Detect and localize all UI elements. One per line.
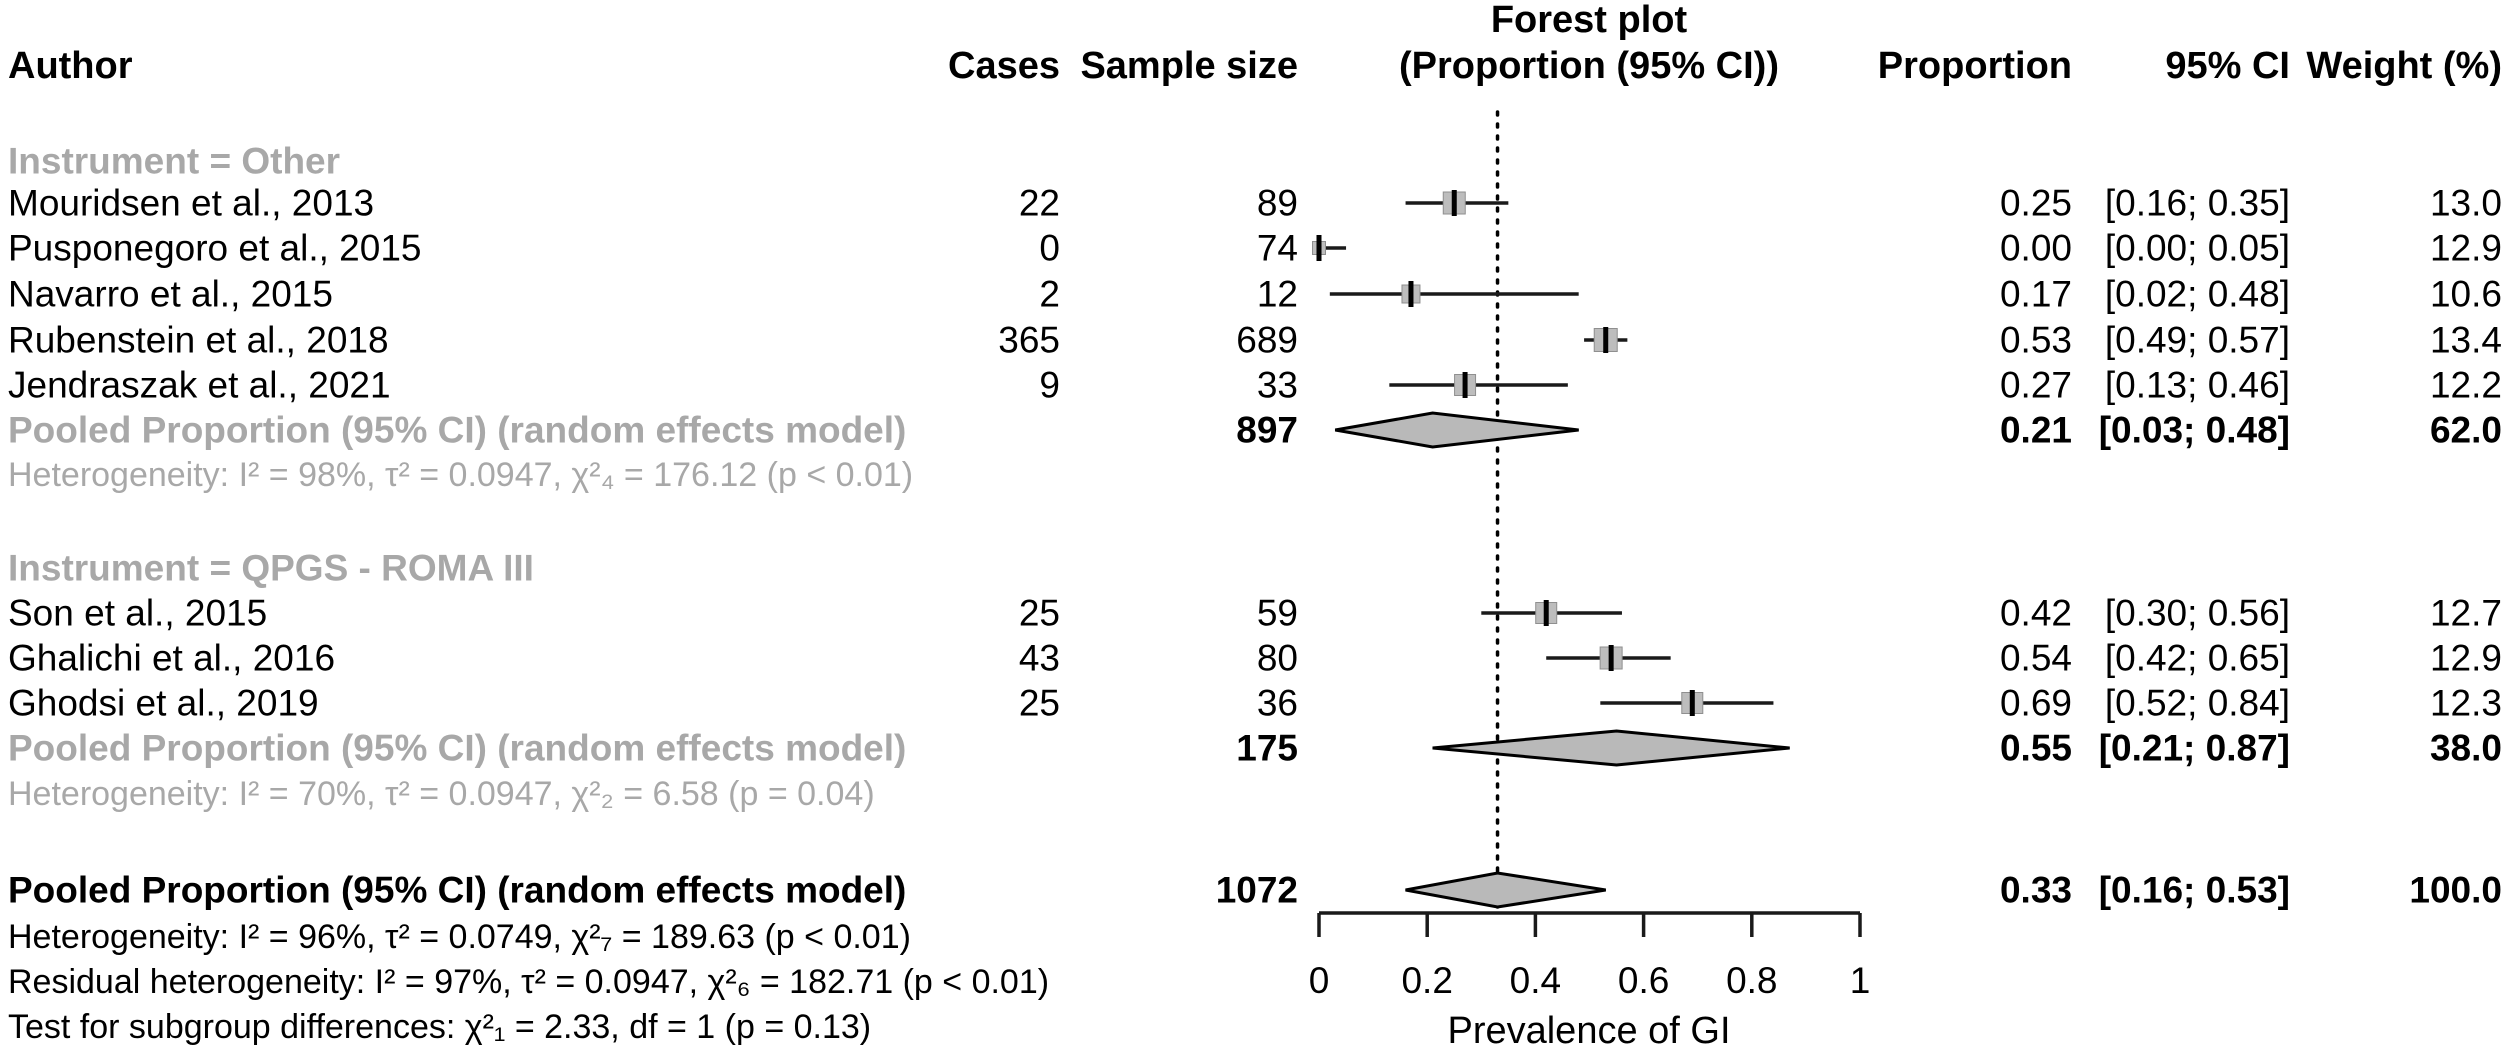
cases-value: 2: [1039, 273, 1060, 315]
study-marker-tick: [1608, 645, 1614, 671]
subgroup-pooled-diamond: [1432, 729, 1790, 767]
column-header-weight: Weight (%): [2306, 45, 2502, 87]
pooled-sample-size: 897: [1236, 409, 1298, 451]
column-header-author: Author: [8, 45, 133, 87]
cases-value: 22: [1018, 182, 1060, 224]
study-marker-tick: [1543, 600, 1549, 626]
heterogeneity-note: Heterogeneity: I² = 98%, τ² = 0.0947, χ²…: [8, 456, 914, 494]
overall-weight: 100.0: [2409, 869, 2502, 911]
author-label: Mouridsen et al., 2013: [8, 182, 375, 224]
proportion-value: 0.00: [1999, 227, 2072, 269]
pooled-ci: [0.21; 0.87]: [2098, 727, 2290, 769]
pooled-sample-size: 175: [1236, 727, 1298, 769]
author-label: Ghalichi et al., 2016: [8, 637, 336, 679]
x-tick-label: 0.2: [1401, 960, 1452, 1001]
sample-size-value: 74: [1256, 227, 1298, 269]
plot-subtitle: (Proportion (95% CI)): [1399, 45, 1779, 87]
weight-value: 12.3: [2429, 682, 2502, 724]
heterogeneity-note: Heterogeneity: I² = 70%, τ² = 0.0947, χ²…: [8, 775, 875, 813]
column-header-ci: 95% CI: [2165, 45, 2290, 87]
weight-value: 12.9: [2429, 227, 2502, 269]
group-label: Instrument = QPGS - ROMA III: [8, 547, 534, 589]
pooled-label: Pooled Proportion (95% CI) (random effec…: [8, 727, 907, 769]
overall-proportion: 0.33: [1999, 869, 2072, 911]
author-label: Rubenstein et al., 2018: [8, 319, 389, 361]
ci-value: [0.30; 0.56]: [2104, 592, 2290, 634]
author-label: Ghodsi et al., 2019: [8, 682, 319, 724]
ci-value: [0.02; 0.48]: [2104, 273, 2290, 315]
ci-value: [0.42; 0.65]: [2104, 637, 2290, 679]
x-tick-label: 0.6: [1618, 960, 1669, 1001]
author-label: Jendraszak et al., 2021: [8, 364, 391, 406]
study-marker-tick: [1316, 235, 1322, 261]
column-header-cases: Cases: [948, 45, 1060, 87]
footnote: Heterogeneity: I² = 96%, τ² = 0.0749, χ²…: [8, 918, 911, 956]
study-marker-tick: [1462, 372, 1468, 398]
ci-value: [0.00; 0.05]: [2104, 227, 2290, 269]
proportion-value: 0.42: [1999, 592, 2072, 634]
column-header-proportion: Proportion: [1877, 45, 2072, 87]
pooled-label: Pooled Proportion (95% CI) (random effec…: [8, 409, 907, 451]
study-marker-tick: [1603, 327, 1609, 353]
cases-value: 25: [1018, 682, 1060, 724]
ci-value: [0.49; 0.57]: [2104, 319, 2290, 361]
pooled-proportion: 0.55: [1999, 727, 2072, 769]
overall-sample-size: 1072: [1215, 869, 1298, 911]
cases-value: 43: [1018, 637, 1060, 679]
x-tick-label: 0.4: [1510, 960, 1561, 1001]
sample-size-value: 689: [1236, 319, 1298, 361]
x-axis-title: Prevalence of GI: [1447, 1010, 1731, 1052]
study-marker-tick: [1689, 690, 1695, 716]
subgroup-pooled-diamond: [1334, 411, 1579, 449]
weight-value: 12.7: [2429, 592, 2502, 634]
x-tick-label: 1: [1850, 960, 1871, 1001]
column-header-sample-size: Sample size: [1080, 45, 1298, 87]
sample-size-value: 33: [1256, 364, 1298, 406]
ci-value: [0.16; 0.35]: [2104, 182, 2290, 224]
sample-size-value: 36: [1256, 682, 1298, 724]
proportion-value: 0.69: [1999, 682, 2072, 724]
sample-size-value: 80: [1256, 637, 1298, 679]
sample-size-value: 89: [1256, 182, 1298, 224]
proportion-value: 0.25: [1999, 182, 2072, 224]
weight-value: 13.4: [2429, 319, 2502, 361]
sample-size-value: 12: [1256, 273, 1298, 315]
overall-pooled-diamond: [1405, 871, 1606, 909]
weight-value: 10.6: [2429, 273, 2502, 315]
plot-title: Forest plot: [1490, 0, 1688, 41]
x-tick-label: 0: [1309, 960, 1330, 1001]
weight-value: 13.0: [2429, 182, 2502, 224]
proportion-value: 0.54: [1999, 637, 2072, 679]
weight-value: 12.9: [2429, 637, 2502, 679]
proportion-value: 0.17: [1999, 273, 2072, 315]
pooled-proportion: 0.21: [1999, 409, 2072, 451]
pooled-ci: [0.03; 0.48]: [2098, 409, 2290, 451]
footnote: Test for subgroup differences: χ²₁ = 2.3…: [8, 1008, 872, 1046]
proportion-value: 0.27: [1999, 364, 2072, 406]
cases-value: 9: [1039, 364, 1060, 406]
cases-value: 25: [1018, 592, 1060, 634]
ci-value: [0.13; 0.46]: [2104, 364, 2290, 406]
overall-pooled-label: Pooled Proportion (95% CI) (random effec…: [8, 869, 907, 911]
overall-ci: [0.16; 0.53]: [2098, 869, 2290, 911]
ci-value: [0.52; 0.84]: [2104, 682, 2290, 724]
study-marker-tick: [1408, 281, 1414, 307]
study-marker-tick: [1451, 190, 1457, 216]
weight-value: 12.2: [2429, 364, 2502, 406]
pooled-weight: 38.0: [2429, 727, 2502, 769]
cases-value: 0: [1039, 227, 1060, 269]
author-label: Son et al., 2015: [8, 592, 268, 634]
author-label: Pusponegoro et al., 2015: [8, 227, 422, 269]
footnote: Residual heterogeneity: I² = 97%, τ² = 0…: [8, 963, 1050, 1001]
proportion-value: 0.53: [1999, 319, 2072, 361]
x-tick-label: 0.8: [1726, 960, 1777, 1001]
author-label: Navarro et al., 2015: [8, 273, 333, 315]
sample-size-value: 59: [1256, 592, 1298, 634]
pooled-weight: 62.0: [2429, 409, 2502, 451]
cases-value: 365: [998, 319, 1060, 361]
group-label: Instrument = Other: [8, 140, 341, 182]
